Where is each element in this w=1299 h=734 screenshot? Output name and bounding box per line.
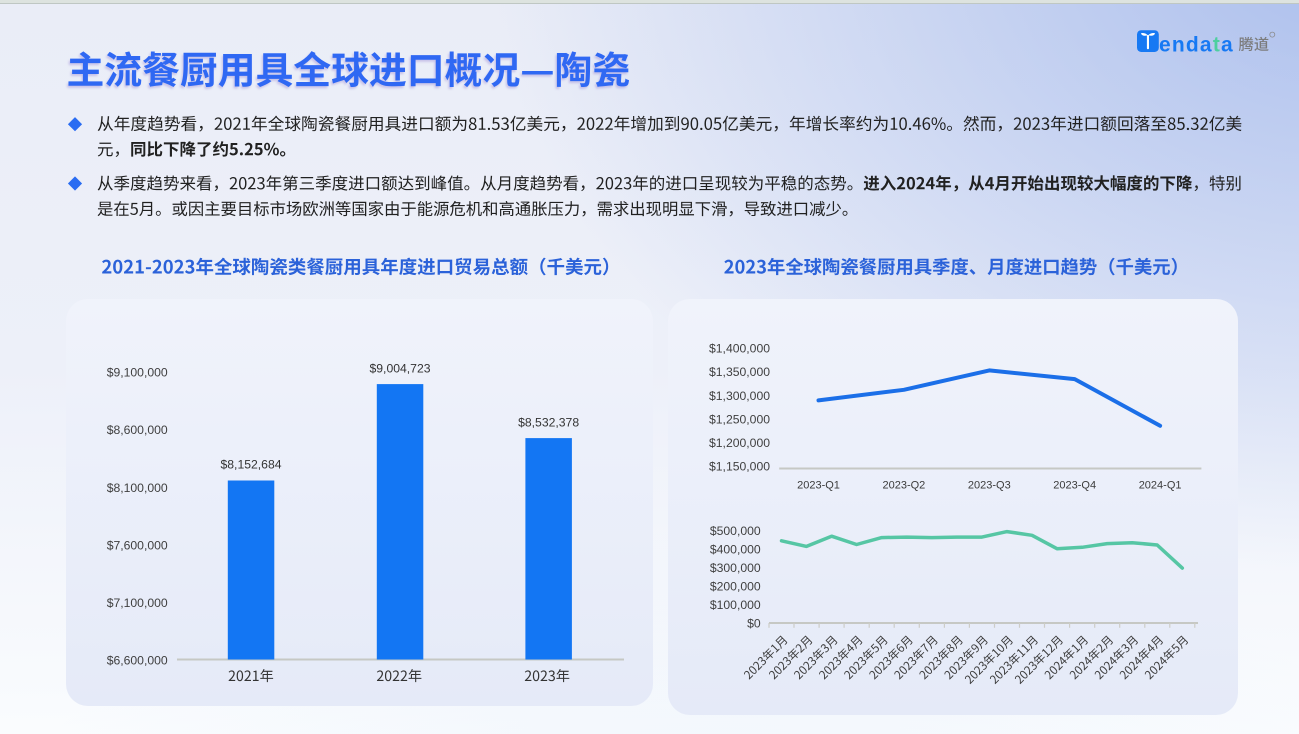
svg-text:2023-Q2: 2023-Q2 [882,480,925,492]
svg-text:$7,100,000: $7,100,000 [107,596,168,610]
svg-text:$200,000: $200,000 [710,579,761,593]
svg-text:$100,000: $100,000 [710,598,761,612]
svg-text:2023-Q1: 2023-Q1 [797,480,840,492]
svg-text:$1,150,000: $1,150,000 [709,460,770,474]
svg-text:$1,350,000: $1,350,000 [709,365,770,379]
svg-text:$0: $0 [747,616,761,630]
svg-text:$9,004,723: $9,004,723 [370,361,431,375]
svg-text:$7,600,000: $7,600,000 [107,538,168,552]
svg-text:$6,600,000: $6,600,000 [107,653,168,667]
svg-text:$8,100,000: $8,100,000 [107,481,168,495]
svg-text:$1,200,000: $1,200,000 [709,436,770,450]
svg-text:$8,532,378: $8,532,378 [518,415,579,429]
svg-text:endata: endata [1159,33,1234,56]
svg-text:2023-Q3: 2023-Q3 [968,480,1011,492]
svg-text:$300,000: $300,000 [710,561,761,575]
svg-text:$1,300,000: $1,300,000 [709,389,770,403]
svg-text:2024-Q1: 2024-Q1 [1139,480,1182,492]
svg-text:$1,250,000: $1,250,000 [709,412,770,426]
svg-text:$500,000: $500,000 [710,524,761,538]
svg-text:$1,400,000: $1,400,000 [709,342,770,356]
svg-text:$400,000: $400,000 [710,542,761,556]
svg-text:$8,152,684: $8,152,684 [221,458,282,472]
svg-text:2023-Q4: 2023-Q4 [1053,480,1096,492]
svg-text:$9,100,000: $9,100,000 [107,366,168,380]
svg-text:$8,600,000: $8,600,000 [107,423,168,437]
